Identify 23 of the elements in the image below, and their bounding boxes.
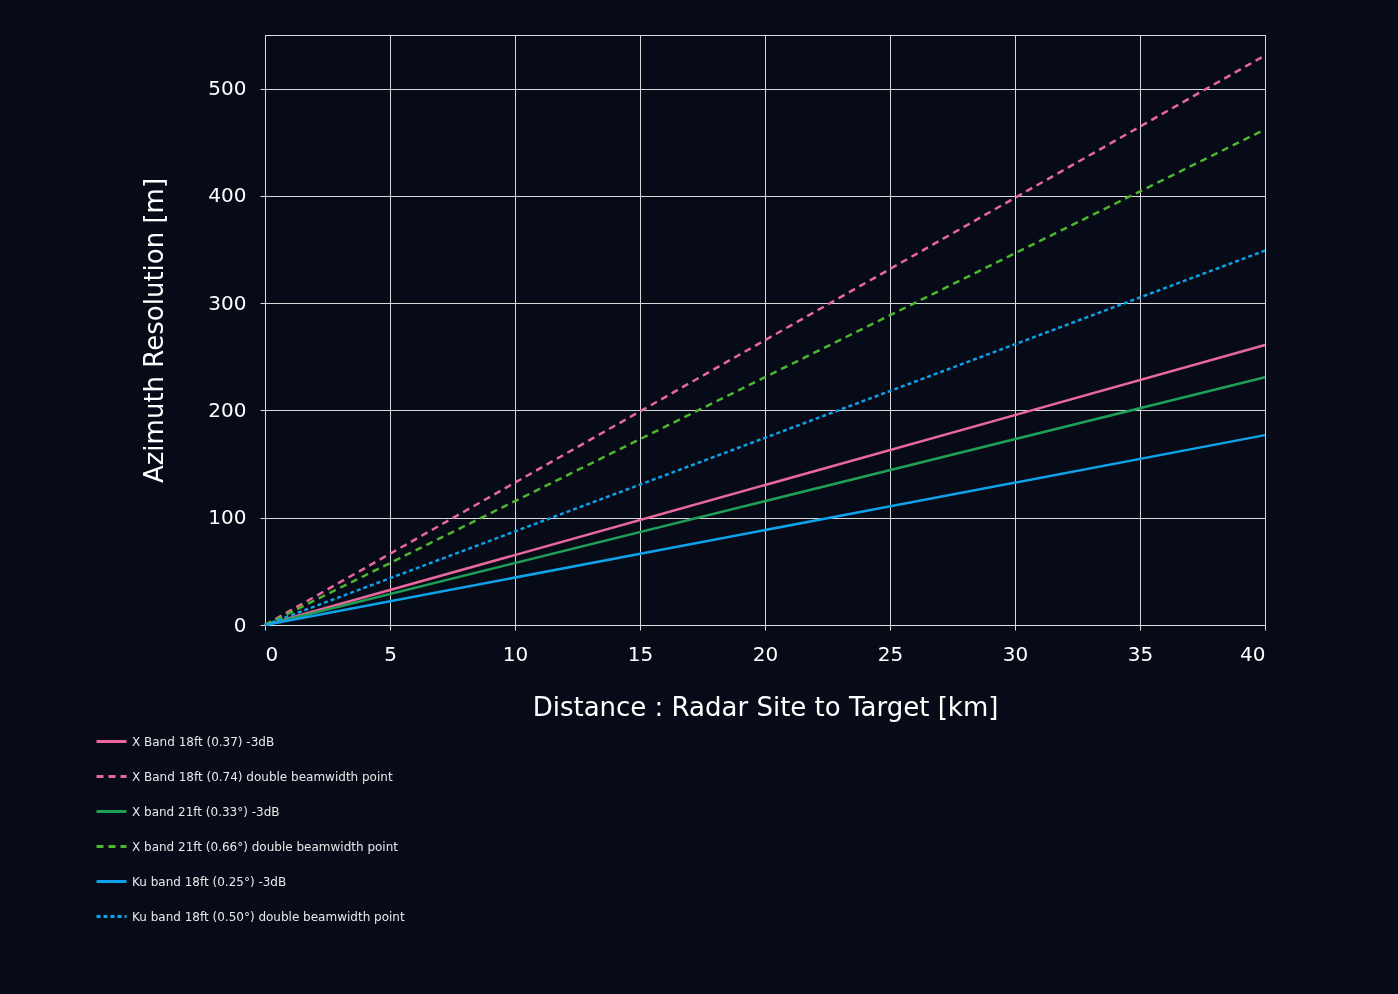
legend-label: Ku band 18ft (0.25°) -3dB xyxy=(132,874,287,889)
y-tick-label: 200 xyxy=(208,397,247,422)
legend-label: Ku band 18ft (0.50°) double beamwidth point xyxy=(132,909,405,924)
legend-label: X Band 18ft (0.74) double beamwidth point xyxy=(132,769,393,784)
x-axis-title: Distance : Radar Site to Target [km] xyxy=(532,691,999,722)
y-tick-label: 400 xyxy=(208,183,247,208)
y-tick-label: 500 xyxy=(208,76,247,101)
y-tick-label: 300 xyxy=(208,290,247,315)
x-tick-label: 35 xyxy=(1127,641,1154,666)
x-tick-label: 30 xyxy=(1002,641,1029,666)
x-tick-label: 0 xyxy=(265,641,279,666)
x-tick-label: 10 xyxy=(502,641,529,666)
x-tick-label: 25 xyxy=(877,641,904,666)
x-tick-label: 20 xyxy=(752,641,779,666)
legend-label: X band 21ft (0.66°) double beamwidth point xyxy=(132,839,399,854)
legend-label: X Band 18ft (0.37) -3dB xyxy=(132,734,275,749)
y-axis-title: Azimuth Resolution [m] xyxy=(139,177,170,484)
legend-label: X band 21ft (0.33°) -3dB xyxy=(132,804,280,819)
y-tick-label: 100 xyxy=(208,505,247,530)
x-tick-label: 5 xyxy=(384,641,397,666)
y-tick-label: 0 xyxy=(233,612,247,637)
x-tick-label: 40 xyxy=(1240,641,1266,666)
x-tick-label: 15 xyxy=(627,641,654,666)
